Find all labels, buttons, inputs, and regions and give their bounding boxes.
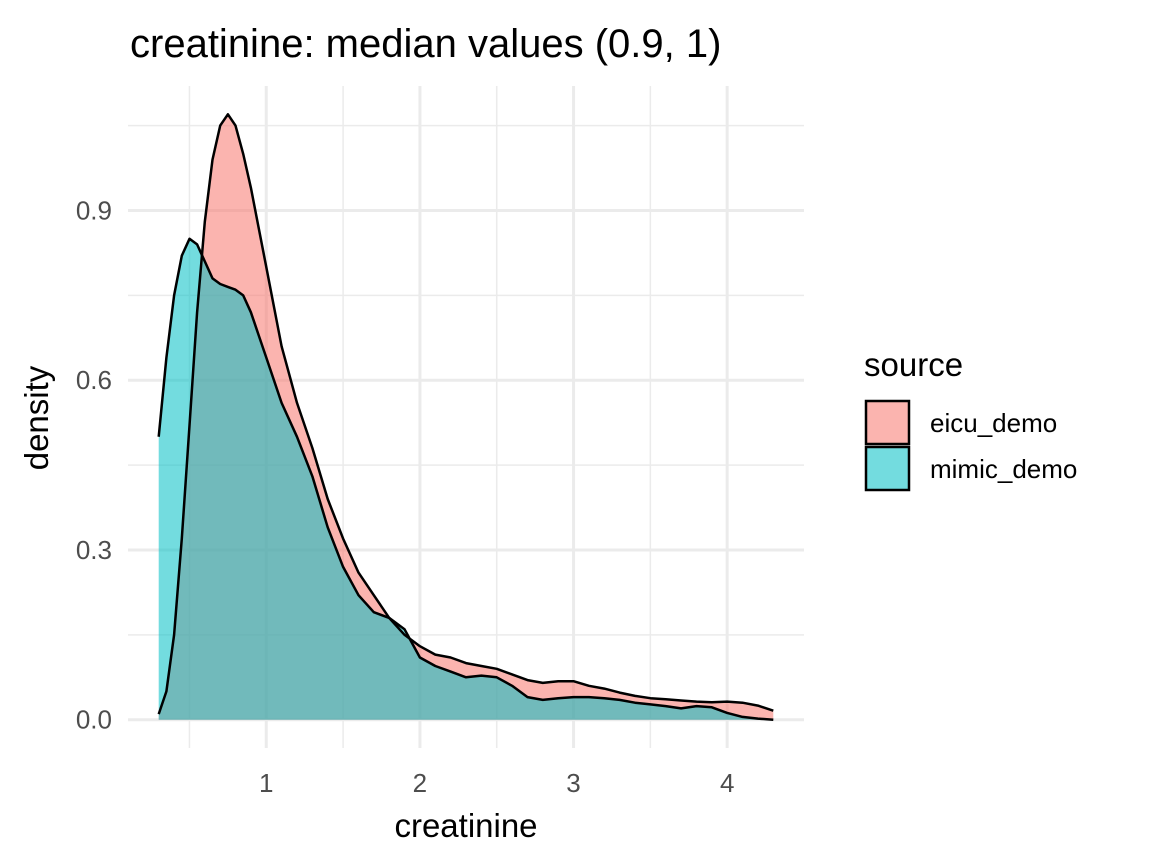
legend: source eicu_demo mimic_demo [864,346,1077,492]
y-tick-label: 0.3 [76,535,112,565]
density-line-mimic_demo [157,237,774,721]
x-tick-label: 2 [413,768,427,798]
chart-title: creatinine: median values (0.9, 1) [130,22,721,66]
density-lines [157,113,774,721]
x-tick-label: 3 [566,768,580,798]
legend-label-mimic_demo: mimic_demo [930,454,1077,484]
density-areas [158,114,774,720]
legend-label-eicu_demo: eicu_demo [930,408,1057,438]
y-tick-label: 0.6 [76,365,112,395]
density-area-mimic_demo [158,238,774,720]
legend-title: source [864,346,963,383]
y-axis-title: density [18,365,55,470]
tick-labels: 1 2 3 4 0.0 0.3 0.6 0.9 [76,195,735,798]
legend-swatch-mimic_demo [864,445,911,492]
y-tick-label: 0.9 [76,195,112,225]
x-axis-title: creatinine [394,807,537,844]
x-tick-label: 1 [259,768,273,798]
legend-swatch-eicu_demo [864,399,911,446]
density-line-eicu_demo [157,113,774,715]
x-tick-label: 4 [720,768,734,798]
y-tick-label: 0.0 [76,705,112,735]
